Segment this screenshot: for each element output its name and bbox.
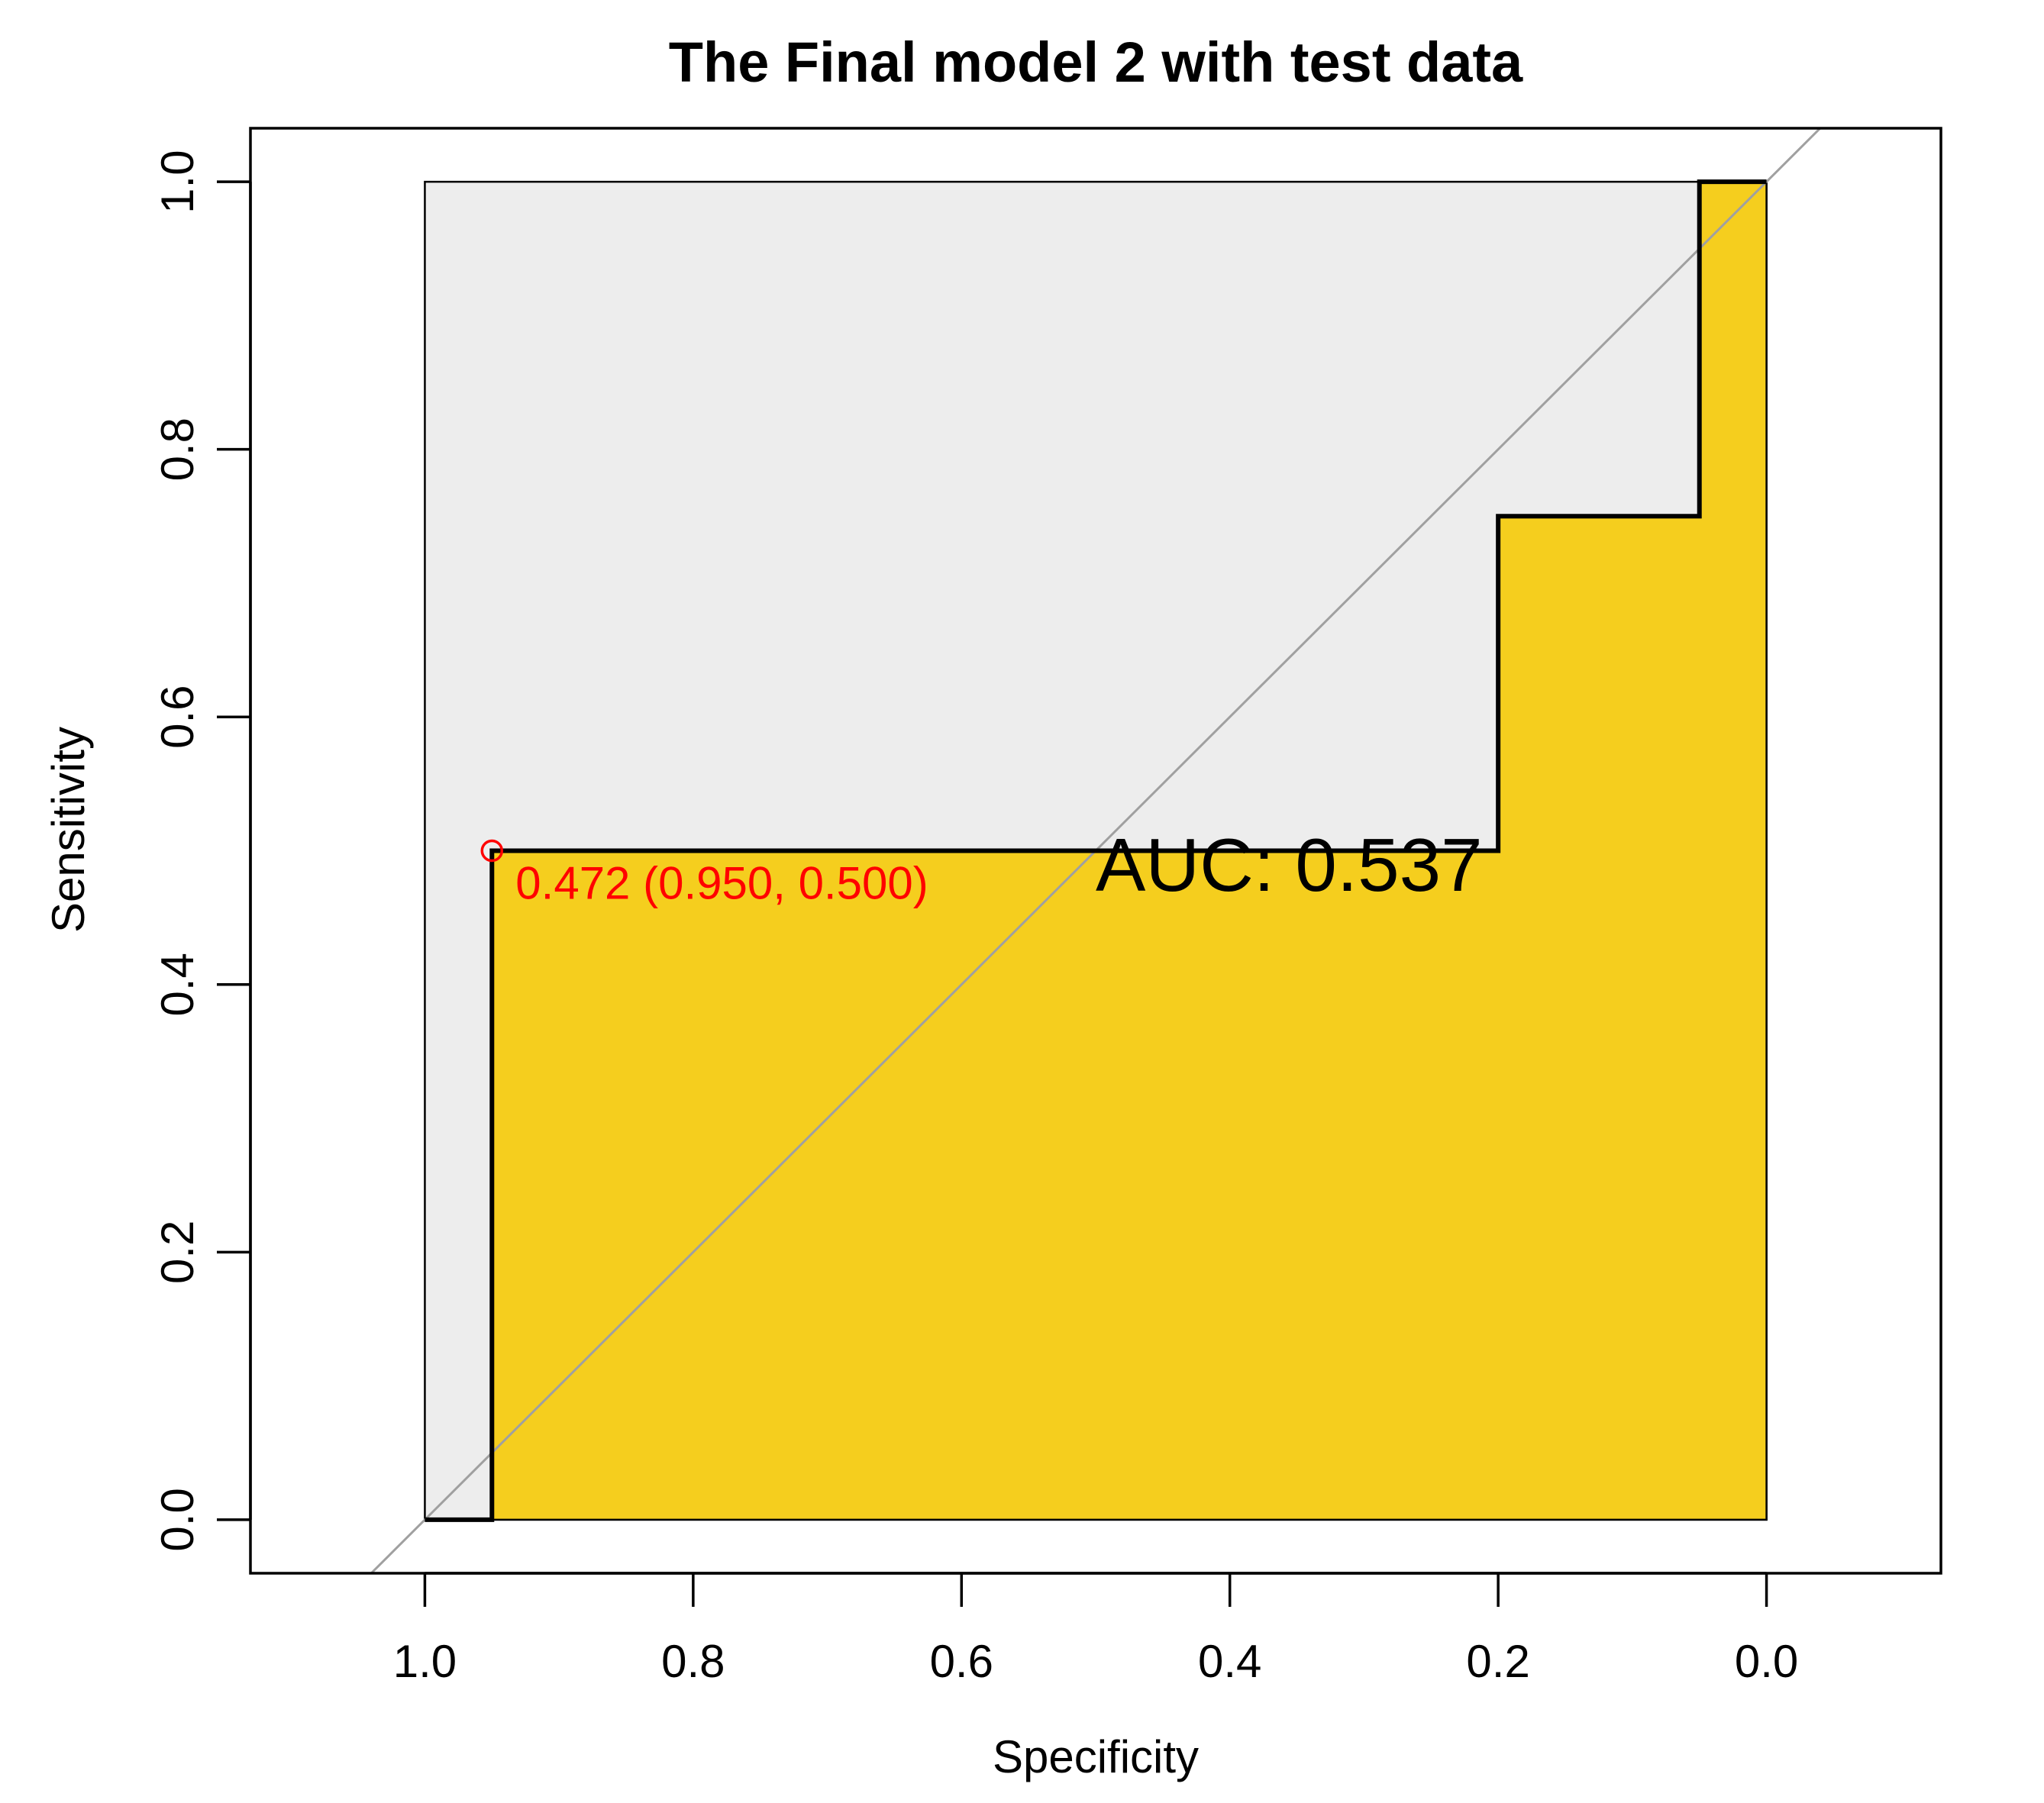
y-tick-label: 1.0: [152, 150, 203, 213]
plot-content: 0.472 (0.950, 0.500) AUC: 0.537: [370, 128, 1822, 1573]
x-tick-label: 0.2: [1466, 1636, 1529, 1687]
y-tick-label: 0.8: [152, 418, 203, 481]
x-tick-label: 0.6: [930, 1636, 993, 1687]
best-threshold-point: [480, 839, 504, 863]
y-tick-label: 0.2: [152, 1221, 203, 1284]
roc-curve: [425, 179, 1767, 1522]
y-tick-label: 0.0: [152, 1488, 203, 1551]
x-tick-label: 0.4: [1198, 1636, 1261, 1687]
chart-title: The Final model 2 with test data: [669, 31, 1523, 94]
x-tick-label: 1.0: [393, 1636, 457, 1687]
x-axis-label: Specificity: [993, 1731, 1199, 1782]
x-tick-label: 0.8: [661, 1636, 725, 1687]
plot-layers: 0.472 (0.950, 0.500) AUC: 0.537: [370, 128, 1822, 1573]
y-tick-label: 0.6: [152, 685, 203, 749]
best-threshold-label: 0.472 (0.950, 0.500): [515, 858, 928, 909]
y-tick-label: 0.4: [152, 953, 203, 1016]
plot-frame: [249, 127, 1942, 1575]
auc-annotation: AUC: 0.537: [1096, 823, 1483, 907]
y-axis-label: Sensitivity: [43, 727, 94, 933]
x-tick-label: 0.0: [1735, 1636, 1798, 1687]
